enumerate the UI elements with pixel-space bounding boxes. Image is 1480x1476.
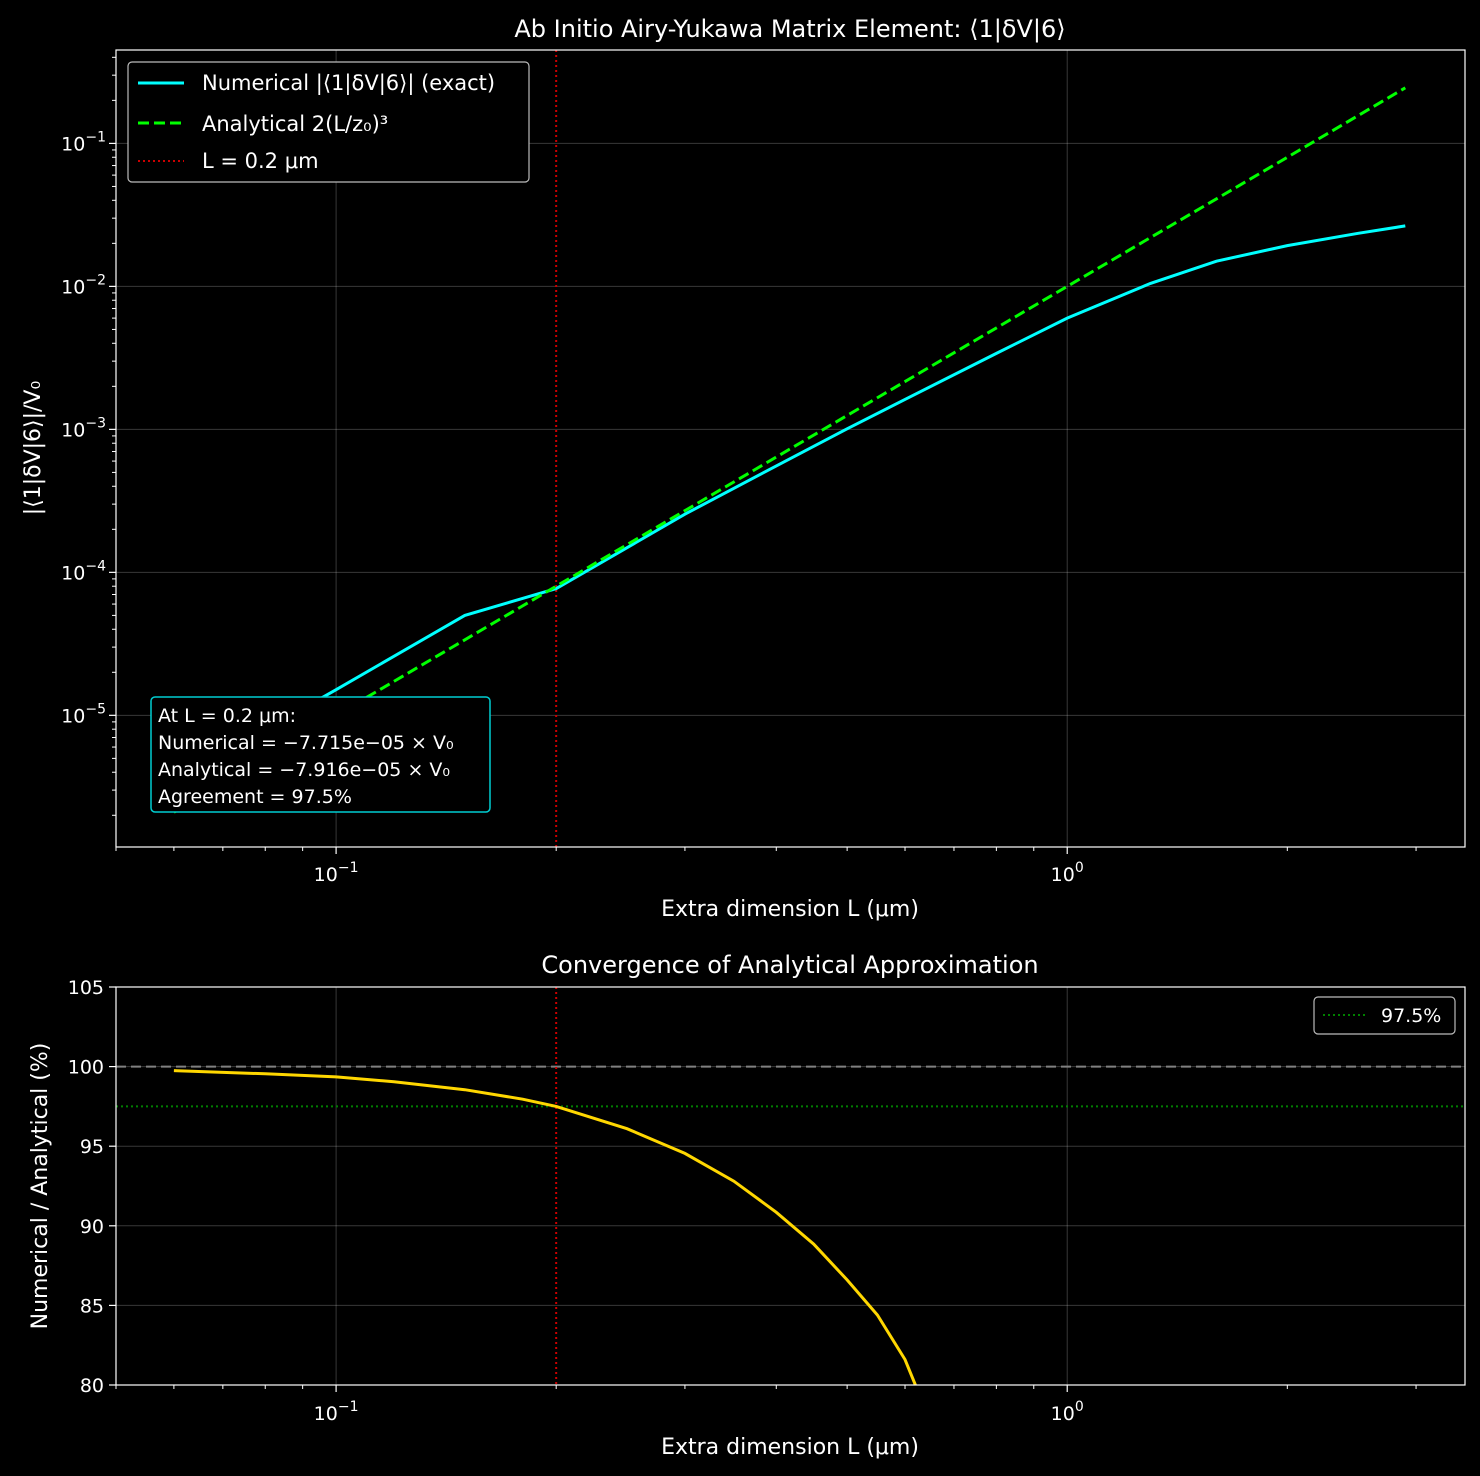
bottom-x-tick-labels: 10−1 100: [314, 1399, 1084, 1425]
top-y-tick-labels: 10−5 10−4 10−3 10−2 10−1: [61, 129, 106, 727]
top-y-tick-label: 10−2: [61, 272, 106, 298]
numerical-series-line: [173, 224, 1406, 782]
bottom-y-tick-labels: 80 85 90 95 100 105: [68, 977, 104, 1397]
annotation-line-4: Agreement = 97.5%: [158, 786, 352, 808]
top-legend-box: [127, 61, 530, 183]
bottom-plot-area: [116, 987, 1465, 1386]
bottom-chart: Convergence of Analytical Approximation …: [28, 951, 1466, 1460]
annotation-line-2: Numerical = −7.715e−05 × V₀: [158, 732, 454, 754]
bottom-y-tick-label: 90: [80, 1216, 104, 1238]
bottom-legend-box: [1313, 996, 1456, 1035]
ratio-series-line: [173, 1069, 917, 1386]
top-annotation: At L = 0.2 μm: Numerical = −7.715e−05 × …: [150, 696, 491, 813]
legend-label-vline: L = 0.2 μm: [202, 149, 319, 173]
bottom-y-tick-label: 100: [68, 1057, 104, 1079]
bottom-x-tick-label: 100: [1051, 1399, 1084, 1425]
top-chart: Ab Initio Airy-Yukawa Matrix Element: ⟨1…: [21, 15, 1466, 922]
legend-label-analytical: Analytical 2(L/z₀)³: [202, 112, 388, 136]
bottom-x-tick-label: 10−1: [314, 1399, 359, 1425]
top-y-tick-label: 10−5: [61, 701, 106, 727]
top-x-tick-label: 100: [1051, 860, 1084, 886]
annotation-line-3: Analytical = −7.916e−05 × V₀: [158, 759, 450, 781]
top-axes-frame: [115, 49, 1466, 848]
top-x-tick-label: 10−1: [314, 860, 359, 886]
bottom-y-tick-label: 105: [68, 977, 104, 999]
annotation-box: [150, 696, 491, 813]
top-y-tick-label: 10−1: [61, 129, 106, 155]
legend-label-numerical: Numerical |⟨1|δV|6⟩| (exact): [202, 71, 495, 96]
top-plot-area: [173, 50, 1407, 847]
bottom-y-axis-label: Numerical / Analytical (%): [28, 1043, 53, 1330]
bottom-axes-frame: [115, 986, 1466, 1386]
bottom-x-axis-label: Extra dimension L (μm): [661, 1435, 919, 1460]
top-chart-title: Ab Initio Airy-Yukawa Matrix Element: ⟨1…: [514, 15, 1065, 43]
bottom-y-tick-label: 95: [80, 1136, 104, 1158]
top-y-axis-label: |⟨1|δV|6⟩|/V₀: [21, 381, 46, 516]
top-y-tick-label: 10−3: [61, 415, 106, 441]
top-x-tick-labels: 10−1 100: [314, 860, 1084, 886]
bottom-y-tick-label: 80: [80, 1375, 104, 1397]
bottom-y-tick-label: 85: [80, 1295, 104, 1317]
top-legend: Numerical |⟨1|δV|6⟩| (exact) Analytical …: [127, 61, 530, 183]
legend-label-975: 97.5%: [1381, 1005, 1441, 1027]
top-y-tick-label: 10−4: [61, 558, 106, 584]
bottom-chart-title: Convergence of Analytical Approximation: [541, 951, 1038, 979]
top-x-axis-label: Extra dimension L (μm): [661, 897, 919, 922]
top-minor-ticks: [109, 56, 1417, 854]
bottom-minor-ticks: [109, 986, 1417, 1392]
annotation-line-1: At L = 0.2 μm:: [158, 705, 296, 727]
bottom-legend: 97.5%: [1313, 996, 1456, 1035]
